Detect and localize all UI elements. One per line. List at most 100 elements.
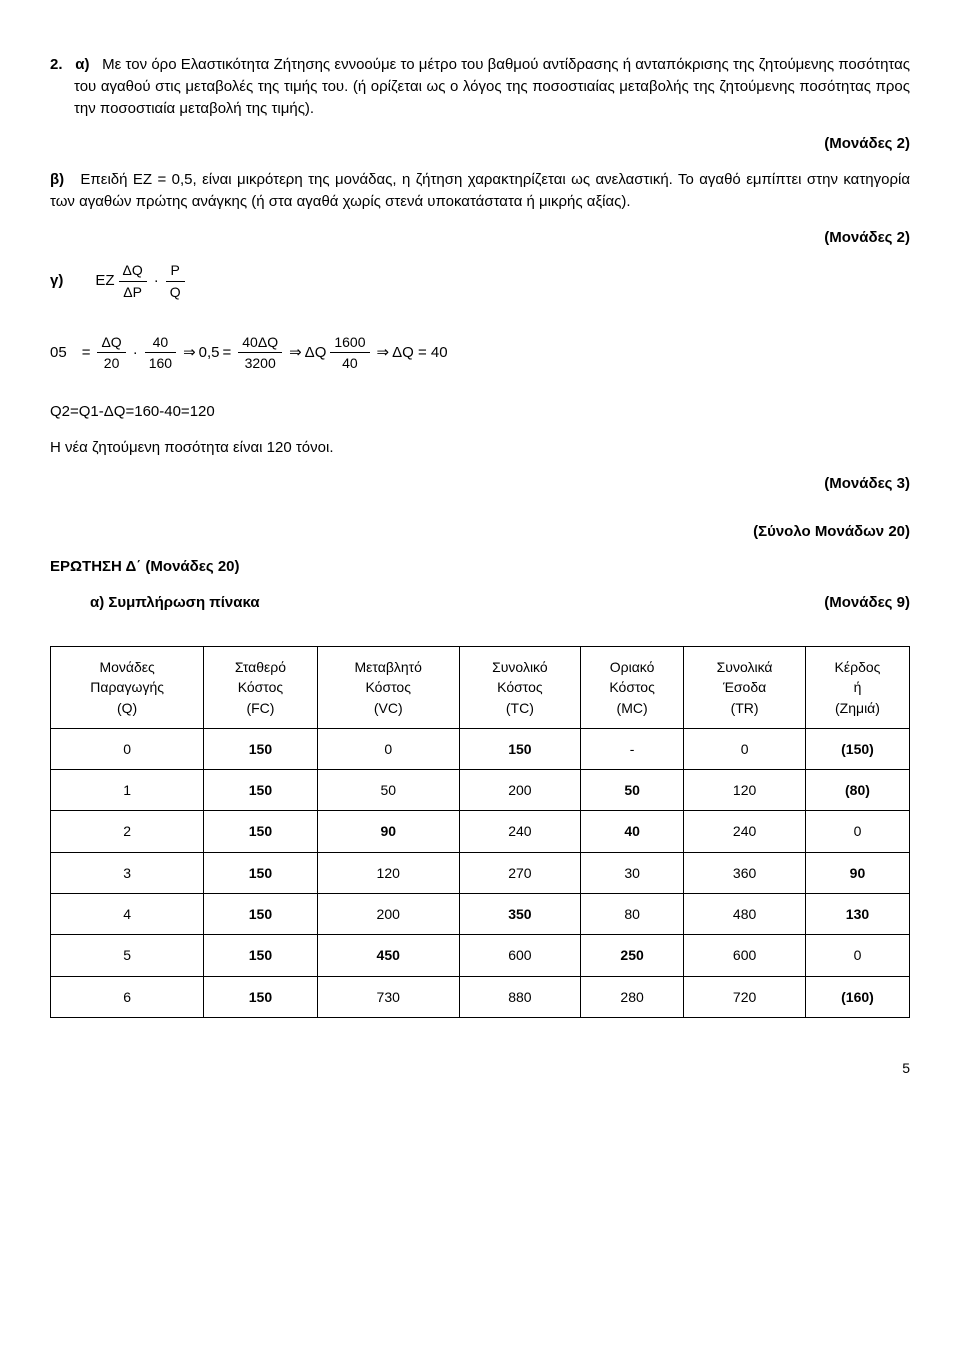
table-header-row: ΜονάδεςΠαραγωγής(Q)ΣταθερόΚόστος(FC)Μετα… (51, 646, 910, 728)
q2-conclusion: Η νέα ζητούμενη ποσότητα είναι 120 τόνοι… (50, 437, 910, 459)
table-header-cell: ΟριακόΚόστος(MC) (580, 646, 683, 728)
table-row: 215090240402400 (51, 811, 910, 852)
dq-result: ΔQ = 40 (392, 342, 447, 364)
table-cell: 30 (580, 852, 683, 893)
dot-symbol: · (154, 270, 159, 292)
table-cell: 150 (459, 728, 580, 769)
table-cell: 150 (204, 770, 317, 811)
q2-a-text: Με τον όρο Ελαστικότητα Ζήτησης εννοούμε… (74, 56, 910, 117)
q2-a-points: (Μονάδες 2) (50, 133, 910, 155)
val-05: 0,5 (199, 342, 220, 364)
table-row: 415020035080480130 (51, 894, 910, 935)
q2-c-points: (Μονάδες 3) (50, 473, 910, 495)
table-cell: 3 (51, 852, 204, 893)
page-number: 5 (50, 1058, 910, 1078)
table-row: 6150730880280720(160) (51, 976, 910, 1017)
q2-b-points: (Μονάδες 2) (50, 227, 910, 249)
arrow-symbol: ⇒ (377, 342, 390, 364)
table-cell: 0 (805, 811, 909, 852)
table-cell: 200 (459, 770, 580, 811)
q2-c-formula: γ) EZ ΔQ ΔP · P Q (50, 260, 910, 302)
frac-den: ΔP (119, 282, 147, 302)
table-row: 01500150-0(150) (51, 728, 910, 769)
table-header-cell: ΣυνολικάΈσοδα(TR) (684, 646, 806, 728)
table-cell: 360 (684, 852, 806, 893)
qD-title: ΕΡΩΤΗΣΗ Δ΄ (Μονάδες 20) (50, 556, 910, 578)
arrow-symbol: ⇒ (183, 342, 196, 364)
table-cell: 150 (204, 852, 317, 893)
q2-c-calc: 05 = ΔQ 20 · 40 160 ⇒ 0,5 = 40ΔQ 3200 ⇒ … (50, 332, 910, 374)
table-cell: 250 (580, 935, 683, 976)
table-cell: 0 (51, 728, 204, 769)
table-cell: 600 (684, 935, 806, 976)
q2-c-label: γ) (50, 270, 63, 292)
frac-den: 20 (97, 353, 125, 373)
table-cell: 50 (317, 770, 459, 811)
frac-num: ΔQ (97, 332, 125, 353)
q2-b-text: Επειδή ΕΖ = 0,5, είναι μικρότερη της μον… (50, 171, 910, 210)
table-cell: 280 (580, 976, 683, 1017)
frac-1600-40: 1600 40 (330, 332, 369, 374)
frac-num: 40ΔQ (238, 332, 282, 353)
table-row: 51504506002506000 (51, 935, 910, 976)
cost-table-head: ΜονάδεςΠαραγωγής(Q)ΣταθερόΚόστος(FC)Μετα… (51, 646, 910, 728)
table-cell: 120 (684, 770, 806, 811)
formula-ez: EZ ΔQ ΔP · P Q (95, 260, 188, 302)
frac-num: ΔQ (119, 260, 147, 281)
frac-dq-dp: ΔQ ΔP (119, 260, 147, 302)
table-cell: 600 (459, 935, 580, 976)
table-cell: 0 (684, 728, 806, 769)
frac-40dq-3200: 40ΔQ 3200 (238, 332, 282, 374)
cost-table: ΜονάδεςΠαραγωγής(Q)ΣταθερόΚόστος(FC)Μετα… (50, 646, 910, 1018)
qD-a-row: α) Συμπλήρωση πίνακα (Μονάδες 9) (50, 592, 910, 614)
table-cell: 200 (317, 894, 459, 935)
table-cell: 4 (51, 894, 204, 935)
table-cell: 90 (805, 852, 909, 893)
table-cell: 80 (580, 894, 683, 935)
table-cell: 150 (204, 976, 317, 1017)
table-cell: 2 (51, 811, 204, 852)
table-cell: 130 (805, 894, 909, 935)
table-header-cell: ΣυνολικόΚόστος(TC) (459, 646, 580, 728)
table-row: 11505020050120(80) (51, 770, 910, 811)
table-header-cell: ΜονάδεςΠαραγωγής(Q) (51, 646, 204, 728)
table-cell: 150 (204, 894, 317, 935)
table-cell: 880 (459, 976, 580, 1017)
q2-lead: 2. (50, 56, 63, 73)
table-cell: 450 (317, 935, 459, 976)
table-cell: (80) (805, 770, 909, 811)
table-cell: 480 (684, 894, 806, 935)
table-cell: 730 (317, 976, 459, 1017)
table-cell: 270 (459, 852, 580, 893)
table-cell: 240 (684, 811, 806, 852)
table-cell: (150) (805, 728, 909, 769)
table-cell: 5 (51, 935, 204, 976)
frac-num: 40 (145, 332, 176, 353)
q2-b-label: β) (50, 171, 64, 188)
table-cell: 40 (580, 811, 683, 852)
cost-table-body: 01500150-0(150)11505020050120(80)2150902… (51, 728, 910, 1017)
calc-eq: = ΔQ 20 · 40 160 ⇒ 0,5 = 40ΔQ 3200 ⇒ ΔQ … (79, 332, 448, 374)
table-cell: 150 (204, 728, 317, 769)
q2-total-points: (Σύνολο Μονάδων 20) (50, 521, 910, 543)
equals-symbol: = (82, 342, 91, 364)
table-cell: 1 (51, 770, 204, 811)
frac-dq-20: ΔQ 20 (97, 332, 125, 374)
table-cell: 350 (459, 894, 580, 935)
frac-num: 1600 (330, 332, 369, 353)
qD-a-points: (Μονάδες 9) (824, 592, 910, 614)
table-cell: 120 (317, 852, 459, 893)
table-cell: 150 (204, 935, 317, 976)
table-cell: 150 (204, 811, 317, 852)
frac-den: 3200 (238, 353, 282, 373)
q2-q2line: Q2=Q1-ΔQ=160-40=120 (50, 401, 910, 423)
table-cell: 6 (51, 976, 204, 1017)
qD-a-label: α) Συμπλήρωση πίνακα (90, 594, 260, 611)
table-cell: 0 (317, 728, 459, 769)
q2-a: 2. α) Με τον όρο Ελαστικότητα Ζήτησης εν… (50, 54, 910, 119)
table-cell: 0 (805, 935, 909, 976)
ez-symbol: EZ (95, 270, 114, 292)
table-cell: 240 (459, 811, 580, 852)
arrow-symbol: ⇒ (289, 342, 302, 364)
q2-a-label: α) (75, 56, 89, 73)
